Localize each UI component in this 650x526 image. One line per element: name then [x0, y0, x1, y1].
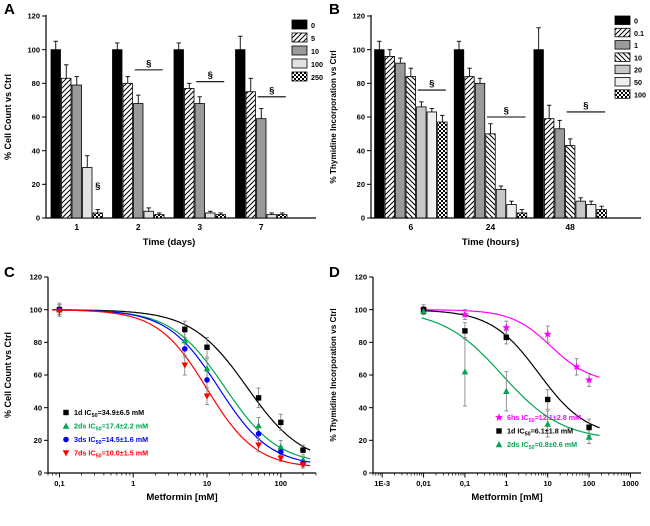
svg-text:2ds IC50=0.8±0.6 mM: 2ds IC50=0.8±0.6 mM: [507, 440, 577, 451]
panel-d: D 0 20 40 60 80 100 120 1E-3 0,01 0,1 1 10 100 1000 % …: [325, 263, 650, 526]
svg-text:6: 6: [408, 222, 413, 232]
svg-text:§: §: [95, 181, 100, 192]
svg-text:1: 1: [504, 479, 508, 488]
svg-text:0: 0: [634, 17, 638, 26]
svg-text:0.1: 0.1: [634, 29, 644, 38]
svg-text:Metformin [mM]: Metformin [mM]: [471, 492, 542, 503]
svg-text:120: 120: [352, 12, 365, 21]
svg-text:0: 0: [36, 214, 40, 223]
svg-text:20: 20: [359, 436, 367, 445]
svg-text:100: 100: [27, 45, 40, 54]
svg-text:% Cell Count vs Ctrl: % Cell Count vs Ctrl: [3, 74, 13, 160]
svg-text:0,01: 0,01: [416, 479, 431, 488]
svg-text:80: 80: [357, 79, 365, 88]
svg-text:Time (hours): Time (hours): [462, 237, 519, 248]
svg-text:120: 120: [27, 12, 40, 21]
svg-text:60: 60: [359, 371, 367, 380]
svg-text:100: 100: [29, 305, 42, 314]
svg-text:60: 60: [34, 371, 42, 380]
svg-text:1: 1: [634, 41, 638, 50]
svg-text:10: 10: [544, 479, 552, 488]
panel-c: C 0 20 40 60 80 100 120 0,1 1 10 100 % Cell Count v…: [0, 263, 325, 526]
svg-text:3: 3: [197, 222, 202, 232]
svg-text:10: 10: [203, 479, 211, 488]
svg-text:24: 24: [486, 222, 496, 232]
svg-text:6hs IC50=12.1±2.8 mM: 6hs IC50=12.1±2.8 mM: [507, 413, 581, 424]
svg-text:1E-3: 1E-3: [374, 479, 390, 488]
svg-text:120: 120: [29, 273, 42, 282]
svg-text:§: §: [269, 85, 274, 96]
svg-text:1d IC50=34.9±6.5 mM: 1d IC50=34.9±6.5 mM: [74, 408, 144, 419]
panel-d-label: D: [329, 264, 340, 281]
svg-text:1: 1: [131, 479, 135, 488]
svg-text:10: 10: [634, 53, 642, 62]
svg-text:100: 100: [354, 305, 367, 314]
svg-text:100: 100: [352, 45, 365, 54]
svg-text:1: 1: [74, 222, 79, 232]
svg-text:0,1: 0,1: [54, 479, 64, 488]
panel-b: B 0 20 40 60 80 100 120% Thymidine Incorporati…: [325, 0, 650, 263]
svg-text:% Cell Count vs Ctrl: % Cell Count vs Ctrl: [3, 332, 13, 418]
svg-text:40: 40: [32, 146, 40, 155]
svg-text:40: 40: [359, 403, 367, 412]
svg-text:§: §: [429, 79, 434, 90]
svg-text:100: 100: [311, 60, 323, 69]
svg-text:% Thymidine Incorporation vs C: % Thymidine Incorporation vs Ctrl: [329, 50, 338, 183]
panel-c-chart: 0 20 40 60 80 100 120 0,1 1 10 100 % Cell Count vs …: [3, 273, 317, 503]
panel-b-label: B: [329, 1, 340, 18]
svg-text:0,1: 0,1: [460, 479, 470, 488]
panel-a-label: A: [4, 1, 15, 18]
svg-text:40: 40: [357, 146, 365, 155]
svg-text:60: 60: [357, 113, 365, 122]
svg-text:0: 0: [361, 214, 365, 223]
svg-text:60: 60: [32, 113, 40, 122]
svg-text:2ds IC50=17.4±2.2 mM: 2ds IC50=17.4±2.2 mM: [74, 422, 148, 433]
svg-text:20: 20: [32, 180, 40, 189]
svg-text:80: 80: [34, 338, 42, 347]
svg-text:120: 120: [354, 273, 367, 282]
svg-text:80: 80: [359, 338, 367, 347]
svg-text:5: 5: [311, 34, 315, 43]
svg-text:Metformin [mM]: Metformin [mM]: [146, 492, 217, 503]
panel-a: A 0 20 40 60 80 100 120% Cell Count vs Ctrl Tim…: [0, 0, 325, 263]
svg-text:100: 100: [583, 479, 596, 488]
svg-text:20: 20: [634, 66, 642, 75]
svg-text:20: 20: [34, 436, 42, 445]
svg-text:§: §: [146, 58, 151, 69]
svg-text:100: 100: [634, 90, 646, 99]
svg-text:§: §: [504, 106, 509, 117]
svg-text:1000: 1000: [622, 479, 639, 488]
svg-text:80: 80: [32, 79, 40, 88]
svg-text:3ds IC50=14.5±1.6 mM: 3ds IC50=14.5±1.6 mM: [74, 435, 148, 446]
svg-text:§: §: [208, 70, 213, 81]
svg-text:40: 40: [34, 403, 42, 412]
svg-text:0: 0: [38, 469, 42, 478]
panel-d-chart: 0 20 40 60 80 100 120 1E-3 0,01 0,1 1 10 100 1000 % Th…: [329, 273, 641, 503]
svg-text:250: 250: [311, 73, 323, 82]
svg-text:7: 7: [259, 222, 264, 232]
svg-text:7ds IC50=10.0±1.5 mM: 7ds IC50=10.0±1.5 mM: [74, 449, 148, 460]
svg-text:0: 0: [311, 21, 315, 30]
svg-text:50: 50: [634, 78, 642, 87]
svg-text:0: 0: [363, 469, 367, 478]
svg-text:2: 2: [136, 222, 141, 232]
svg-text:Time (days): Time (days): [143, 237, 196, 248]
svg-text:10: 10: [311, 47, 319, 56]
svg-text:§: §: [583, 100, 588, 111]
svg-text:% Thymidine Incorporation vs C: % Thymidine Incorporation vs Ctrl: [329, 308, 338, 441]
svg-text:100: 100: [275, 479, 288, 488]
svg-text:20: 20: [357, 180, 365, 189]
svg-text:48: 48: [565, 222, 575, 232]
svg-text:1d IC50=6.1±1.8 mM: 1d IC50=6.1±1.8 mM: [507, 427, 573, 438]
panel-c-label: C: [4, 264, 15, 281]
